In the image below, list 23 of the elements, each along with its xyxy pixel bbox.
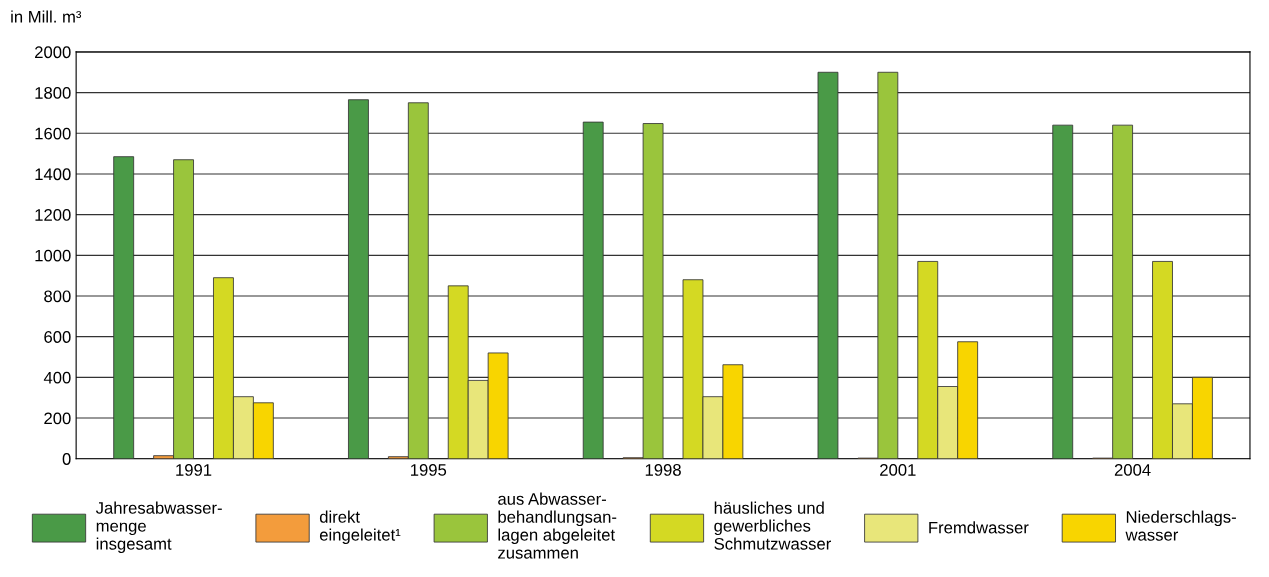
x-tick-label: 1991 [176,464,212,476]
y-tick-label: 2000 [35,46,71,59]
x-tick-label: 1995 [411,464,447,476]
x-tick-label: 2001 [880,464,916,476]
legend-label: aus Abwasser- behandlungsan- lagen abgeleitet zusammen [498,492,617,559]
y-tick-label: 400 [43,371,71,384]
y-tick-label: 1800 [35,87,71,99]
legend-label: direkt eingeleitet¹ [319,510,401,545]
y-tick-label: 0 [62,453,71,465]
y-tick-label: 1200 [35,209,71,221]
y-tick-label: 600 [44,331,71,343]
y-tick-label: 800 [44,290,71,303]
x-tick-label: 2004 [1114,464,1151,476]
legend-label: Fremdwasser [929,521,1029,534]
legend-label: Niederschlags- wasser [1125,510,1236,541]
y-tick-label: 1000 [35,249,71,262]
y-tick-label: 200 [44,412,71,425]
y-tick-label: 1600 [35,127,71,140]
y-tick-label: 1400 [35,168,71,181]
x-tick-label: 1998 [645,464,681,476]
y-axis-title: in Mill. m³ [11,10,82,23]
legend-label: häusliches und gewerbliches Schmutzwasser [714,501,831,550]
legend-label: Jahresabwasser- menge insgesamt [95,501,222,554]
